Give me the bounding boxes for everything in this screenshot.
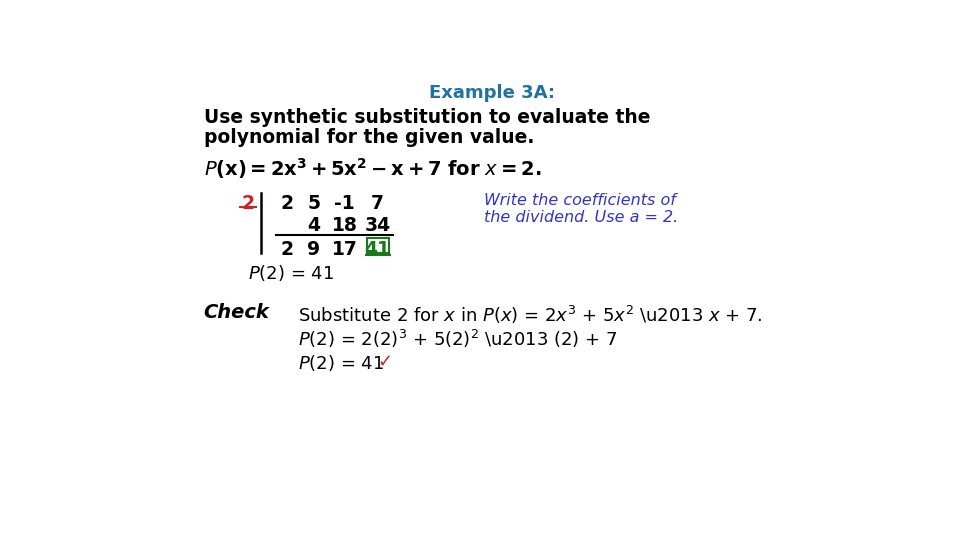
Text: $\mathit{P}$(2) = 2(2)$^3$ + 5(2)$^2$ \u2013 (2) + 7: $\mathit{P}$(2) = 2(2)$^3$ + 5(2)$^2$ \u… [299,328,617,350]
Text: 2: 2 [280,194,293,213]
Text: $\mathit{P}$(2) = 41: $\mathit{P}$(2) = 41 [299,353,384,373]
Text: $\mathit{P}$(2) = 41: $\mathit{P}$(2) = 41 [248,262,334,283]
Text: 7: 7 [371,194,384,213]
Text: 18: 18 [332,215,358,235]
Text: 2: 2 [280,240,293,259]
Text: 4: 4 [307,215,321,235]
Text: 2: 2 [241,194,254,213]
Text: ✓: ✓ [377,353,393,371]
Text: Example 3A:: Example 3A: [429,84,555,102]
Text: -1: -1 [334,194,355,213]
Text: 9: 9 [307,240,321,259]
Text: Check: Check [204,303,270,322]
Text: polynomial for the given value.: polynomial for the given value. [204,128,534,147]
Text: the dividend. Use a = 2.: the dividend. Use a = 2. [484,210,679,225]
Text: 17: 17 [332,240,358,259]
Bar [368,238,389,253]
Text: 41: 41 [365,240,390,259]
Text: $\mathbf{\mathit{P}(x) = 2x^3 + 5x^2 - x + 7}$$\mathbf{\ for\ \mathit{x} = 2.}$: $\mathbf{\mathit{P}(x) = 2x^3 + 5x^2 - x… [204,156,541,180]
Text: Use synthetic substitution to evaluate the: Use synthetic substitution to evaluate t… [204,108,650,127]
Text: 34: 34 [364,215,391,235]
Text: Substitute 2 for $\mathit{x}$ in $\mathit{P}$($\mathit{x}$) = 2$\mathit{x}^3$ + : Substitute 2 for $\mathit{x}$ in $\mathi… [299,303,763,326]
Text: 5: 5 [307,194,321,213]
Text: Write the coefficients of: Write the coefficients of [484,193,676,207]
